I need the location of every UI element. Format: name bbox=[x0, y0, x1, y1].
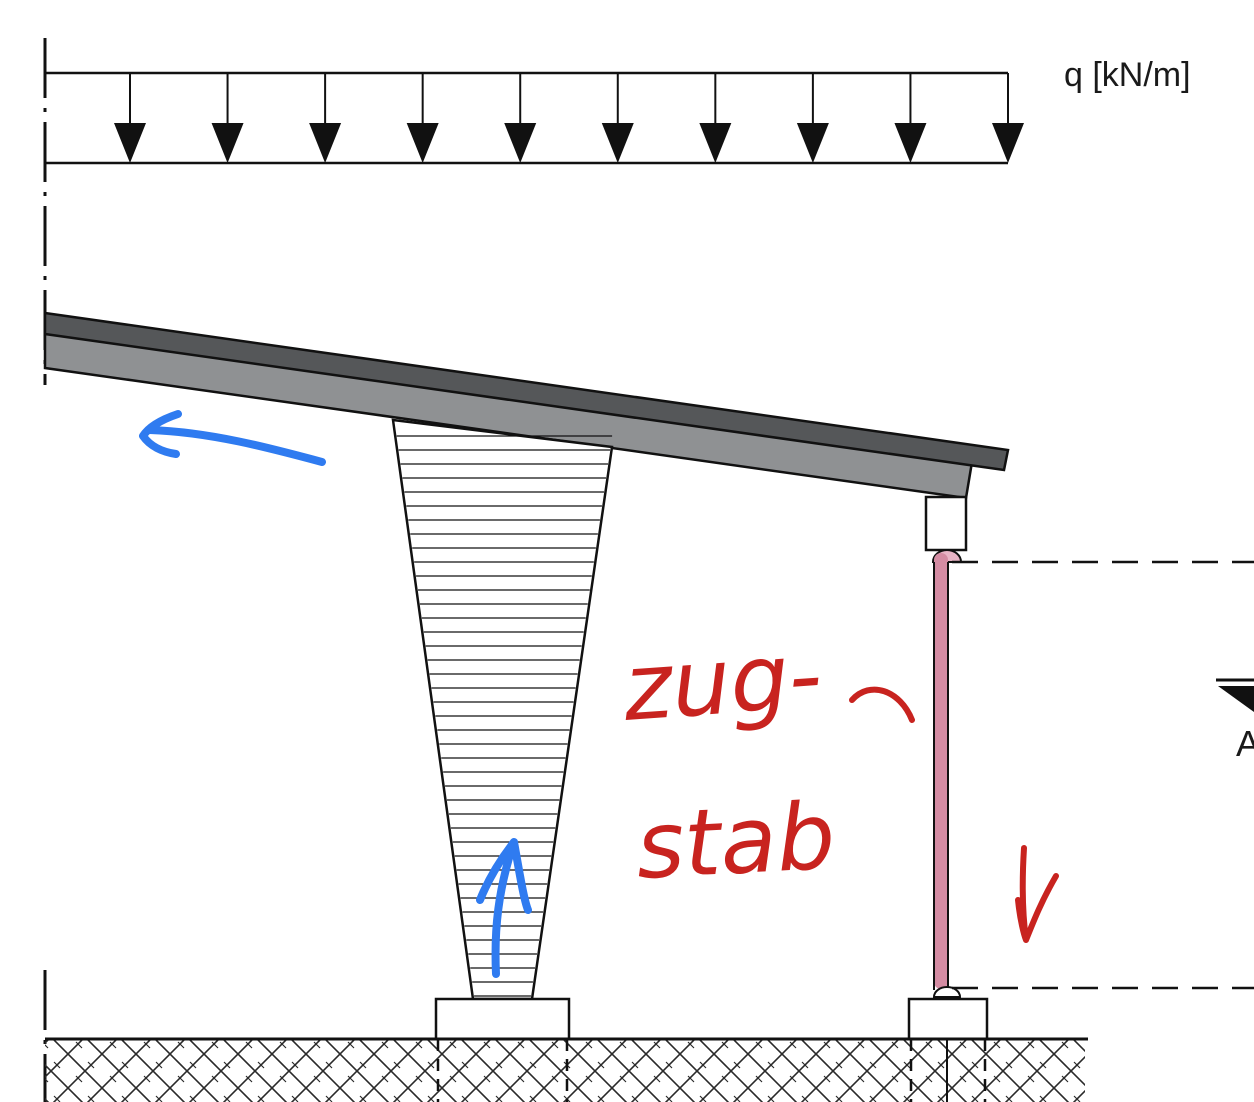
handwritten-text-line1: zug- bbox=[619, 621, 825, 742]
bottom-hinge bbox=[932, 986, 962, 998]
load-arrow-down-icon bbox=[211, 123, 244, 163]
load-arrows bbox=[114, 73, 1024, 163]
ground-hatching bbox=[45, 1039, 1085, 1102]
load-arrow-down-icon bbox=[699, 123, 732, 163]
roof-beam bbox=[43, 311, 1010, 500]
foundations bbox=[434, 997, 989, 1041]
load-label: q [kN/m] bbox=[1064, 56, 1191, 94]
load-arrow-down-icon bbox=[894, 123, 927, 163]
right-support-top bbox=[924, 495, 968, 563]
tapered-column bbox=[391, 418, 614, 1001]
level-marker-triangle-icon bbox=[1218, 686, 1254, 712]
central-footing bbox=[434, 997, 571, 1041]
handwritten-squiggle bbox=[849, 686, 915, 723]
right-footing bbox=[907, 997, 989, 1041]
ground bbox=[45, 1037, 1088, 1102]
bearing-block bbox=[924, 495, 968, 552]
handwritten-annotations: zug- stab bbox=[139, 410, 1059, 978]
distributed-load: q [kN/m] bbox=[45, 56, 1191, 165]
blue-arrow-up-icon bbox=[476, 838, 532, 978]
load-arrow-down-icon bbox=[406, 123, 439, 163]
pendulum-rod bbox=[932, 553, 962, 998]
level-marker: A bbox=[1216, 678, 1254, 764]
load-arrow-down-icon bbox=[992, 123, 1024, 163]
roof-beam-top-flange bbox=[43, 311, 1010, 472]
blue-arrow-left-icon bbox=[139, 410, 326, 466]
load-arrow-down-icon bbox=[504, 123, 537, 163]
load-arrow-down-icon bbox=[796, 123, 829, 163]
load-arrow-down-icon bbox=[114, 123, 146, 163]
red-arrow-down-icon bbox=[1015, 845, 1059, 943]
level-marker-label: A bbox=[1236, 723, 1254, 764]
load-arrow-down-icon bbox=[309, 123, 342, 163]
level-lines bbox=[952, 560, 1254, 990]
handwritten-text-line2: stab bbox=[634, 783, 838, 900]
load-arrow-down-icon bbox=[601, 123, 634, 163]
tapered-column-hatching bbox=[396, 435, 613, 997]
